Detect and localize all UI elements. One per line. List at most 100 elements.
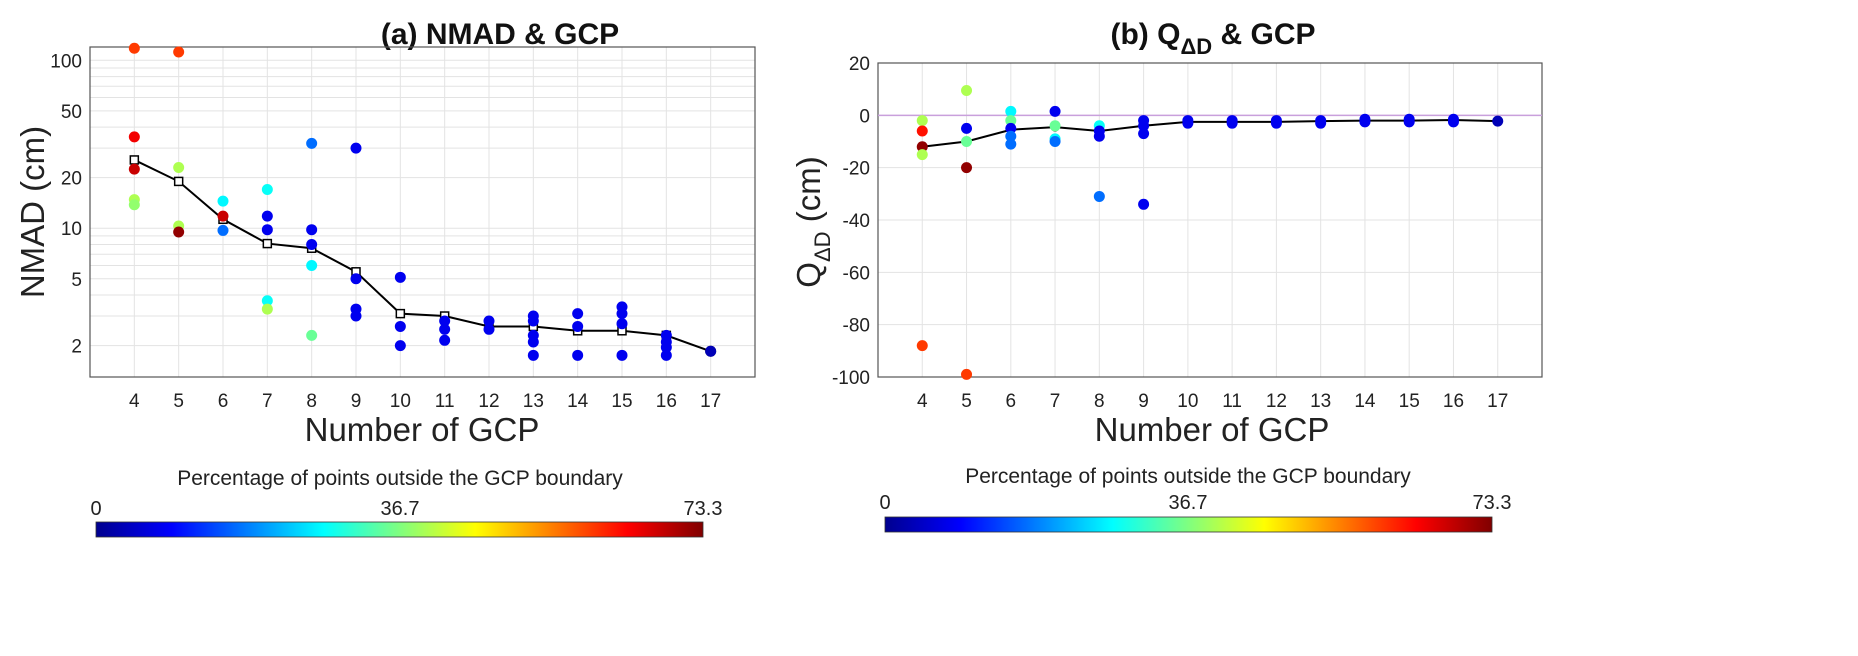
panel-b-axes-box <box>877 62 1543 378</box>
y-tick-label: -40 <box>843 211 870 232</box>
x-tick-label: 14 <box>567 391 589 412</box>
data-point <box>1270 117 1282 129</box>
y-tick-label: 5 <box>71 270 82 291</box>
data-point <box>1403 116 1415 128</box>
x-tick-label: 9 <box>351 391 362 412</box>
colorbar-b-gradient <box>884 516 1493 533</box>
colorbar-a-min-label: 0 <box>90 498 101 520</box>
mean-marker <box>129 155 140 165</box>
colorbar-b-mid-label: 36.7 <box>1169 492 1208 514</box>
data-point <box>1049 120 1061 132</box>
data-point <box>705 345 717 357</box>
data-point <box>1226 117 1238 129</box>
data-point <box>483 315 495 327</box>
x-tick-label: 15 <box>1399 391 1420 412</box>
x-tick-label: 9 <box>1138 391 1149 412</box>
panel-a-nmad: (a) NMAD & GCP 2 5 10 20 50 100 4 5 6 7 8 9 10 11 12 1… <box>14 18 756 448</box>
panel-a-y-label: NMAD (cm) <box>14 126 51 298</box>
x-tick-label: 16 <box>1443 391 1464 412</box>
data-point <box>916 340 928 352</box>
data-point <box>261 210 273 222</box>
y-tick-label: -100 <box>832 368 870 389</box>
panel-b-y-label: QΔD (cm) <box>790 156 835 287</box>
data-point <box>660 349 672 361</box>
panel-b-x-ticks: 4 5 6 7 8 9 10 11 12 13 14 15 16 17 <box>917 391 1508 412</box>
data-point <box>1138 120 1150 132</box>
data-point <box>128 131 140 143</box>
panel-b-title-main: (b) Q <box>1110 18 1180 51</box>
data-point <box>572 308 584 320</box>
panel-b-y-label-main: Q <box>790 262 827 288</box>
panel-a-mean-line <box>129 155 717 357</box>
y-tick-label: 0 <box>859 106 870 127</box>
x-tick-label: 16 <box>656 391 677 412</box>
x-tick-label: 13 <box>1310 391 1331 412</box>
y-tick-label: 2 <box>71 337 82 358</box>
y-tick-label: 10 <box>61 219 82 240</box>
data-point <box>1049 105 1061 117</box>
data-point <box>916 141 928 153</box>
x-tick-label: 12 <box>478 391 499 412</box>
data-point <box>306 238 318 250</box>
x-tick-label: 4 <box>129 391 140 412</box>
data-point <box>572 320 584 332</box>
data-point <box>306 329 318 341</box>
mean-marker <box>173 176 184 187</box>
x-tick-label: 17 <box>700 391 721 412</box>
panel-a-axes-box <box>89 46 756 378</box>
mean-marker <box>395 308 406 319</box>
y-tick-label: 100 <box>50 51 82 72</box>
data-point <box>1005 115 1017 127</box>
data-point <box>394 340 406 352</box>
panel-b-y-label-sub: ΔD <box>810 231 835 262</box>
data-point <box>217 224 229 236</box>
colorbar-a-mid-label: 36.7 <box>381 498 420 520</box>
x-tick-label: 6 <box>1006 391 1017 412</box>
colorbar-b-title: Percentage of points outside the GCP bou… <box>965 465 1411 488</box>
data-point <box>173 161 185 173</box>
panel-b-grid <box>878 62 1542 378</box>
data-point <box>1005 105 1017 117</box>
data-point <box>1049 136 1061 147</box>
x-tick-label: 10 <box>390 391 411 412</box>
panel-b-x-label: Number of GCP <box>1095 411 1330 448</box>
x-tick-label: 10 <box>1177 391 1198 412</box>
data-point <box>1359 116 1371 128</box>
data-point <box>350 273 362 285</box>
data-point <box>616 308 628 320</box>
data-point <box>217 210 229 222</box>
data-point <box>1492 115 1504 127</box>
colorbar-b: Percentage of points outside the GCP bou… <box>879 465 1511 533</box>
mean-line <box>922 119 1498 148</box>
y-tick-label: 20 <box>849 54 870 75</box>
y-tick-label: -80 <box>843 316 870 337</box>
data-point <box>394 271 406 283</box>
data-point <box>261 303 273 315</box>
data-point <box>961 136 973 147</box>
y-tick-label: -20 <box>843 159 870 180</box>
data-point <box>306 137 318 149</box>
panel-b-title-sub: ΔD <box>1180 34 1212 59</box>
data-point <box>128 42 140 54</box>
colorbar-b-min-label: 0 <box>879 492 890 514</box>
data-point <box>527 336 539 348</box>
x-tick-label: 12 <box>1266 391 1287 412</box>
x-tick-label: 7 <box>262 391 273 412</box>
colorbar-a-gradient <box>95 521 704 538</box>
data-point <box>394 320 406 332</box>
data-point <box>1138 128 1150 140</box>
data-point <box>1005 138 1017 150</box>
data-point <box>217 195 229 207</box>
data-point <box>1315 117 1327 129</box>
mean-marker <box>262 238 273 249</box>
data-point <box>916 125 928 137</box>
data-point <box>128 199 140 211</box>
data-point <box>961 84 973 96</box>
y-tick-label: 20 <box>61 169 82 190</box>
data-point <box>1093 190 1105 202</box>
data-point <box>572 349 584 361</box>
data-point <box>527 349 539 361</box>
data-point <box>306 224 318 236</box>
colorbar-a: Percentage of points outside the GCP bou… <box>90 467 722 538</box>
